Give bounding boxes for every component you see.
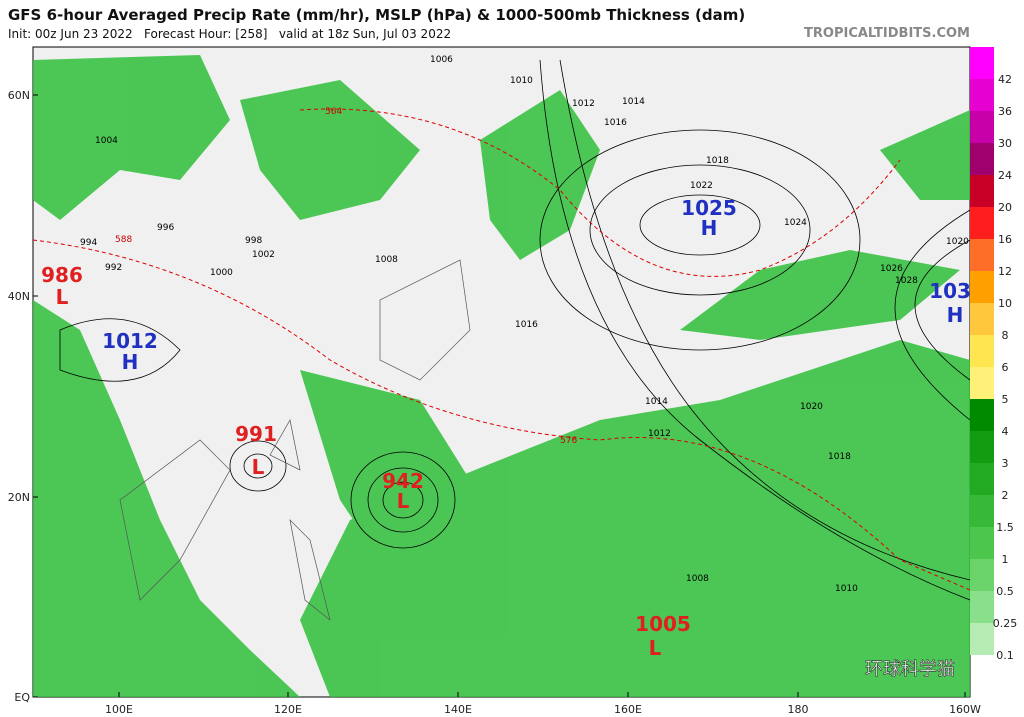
contour-label: 1014 (622, 97, 645, 107)
colorbar-label: 0.5 (996, 585, 1014, 598)
colorbar-swatch (970, 399, 994, 431)
colorbar-label: 1.5 (996, 521, 1014, 534)
contour-label: 1020 (800, 402, 823, 412)
thickness-label: 564 (325, 107, 342, 117)
colorbar-swatch (970, 495, 994, 527)
contour-label: 996 (157, 223, 174, 233)
colorbar-label: 10 (998, 297, 1012, 310)
lon-label: 160W (949, 703, 981, 716)
colorbar-label: 24 (998, 169, 1012, 182)
colorbar-swatch (970, 463, 994, 495)
colorbar-label: 42 (998, 73, 1012, 86)
contour-label: 1008 (686, 574, 709, 584)
lat-label: 60N (8, 89, 30, 102)
thickness-label: 576 (560, 436, 577, 446)
lat-label: EQ (14, 691, 30, 704)
colorbar-label: 12 (998, 265, 1012, 278)
contour-label: 1010 (510, 76, 533, 86)
lon-label: 160E (614, 703, 642, 716)
colorbar-label: 8 (1002, 329, 1009, 342)
colorbar-swatch (970, 367, 994, 399)
contour-label: 1018 (706, 156, 729, 166)
center-value: 1005 (635, 612, 691, 636)
colorbar-swatch (970, 79, 994, 111)
contour-label: 1016 (515, 320, 538, 330)
colorbar-swatch (970, 431, 994, 463)
colorbar-swatch (970, 111, 994, 143)
site: TROPICALTIDBITS.COM (804, 26, 970, 41)
colorbar: 42 36 30 24 20 16 12 10 8 6 5 4 3 2 1.5 1 0.5 0.25 0.1 (970, 47, 1017, 662)
lon-label: 120E (274, 703, 302, 716)
center-value: 942 (382, 469, 424, 493)
center-letter: H (701, 216, 718, 240)
colorbar-swatch (970, 335, 994, 367)
center-letter: H (947, 303, 964, 327)
center-letter: L (397, 489, 410, 513)
colorbar-label: 30 (998, 137, 1012, 150)
contour-label: 1018 (828, 452, 851, 462)
colorbar-label: 1 (1002, 553, 1009, 566)
title: GFS 6-hour Averaged Precip Rate (mm/hr),… (8, 6, 745, 24)
lon-label: 140E (444, 703, 472, 716)
thickness-label: 588 (115, 235, 132, 245)
colorbar-label: 16 (998, 233, 1012, 246)
center-letter: L (649, 636, 662, 660)
contour-label: 1000 (210, 268, 233, 278)
colorbar-label: 36 (998, 105, 1012, 118)
colorbar-swatch (970, 271, 994, 303)
colorbar-swatch (970, 47, 994, 79)
contour-label: 1020 (946, 237, 969, 247)
contour-label: 1008 (375, 255, 398, 265)
colorbar-swatch (970, 239, 994, 271)
contour-label: 1014 (645, 397, 668, 407)
colorbar-label: 20 (998, 201, 1012, 214)
colorbar-swatch (970, 303, 994, 335)
subtitle: Init: 00z Jun 23 2022 Forecast Hour: [25… (8, 27, 451, 41)
watermark: 环球科学猫 (865, 659, 955, 680)
contour-label: 998 (245, 236, 262, 246)
center-letter: H (122, 350, 139, 374)
colorbar-swatch (970, 175, 994, 207)
colorbar-label: 0.1 (996, 649, 1014, 662)
contour-label: 1006 (430, 55, 453, 65)
contour-label: 1012 (572, 99, 595, 109)
contour-label: 1004 (95, 136, 118, 146)
lat-label: 40N (8, 290, 30, 303)
contour-label: 1012 (648, 429, 671, 439)
colorbar-label: 3 (1002, 457, 1009, 470)
lon-label: 180 (788, 703, 809, 716)
colorbar-label: 4 (1002, 425, 1009, 438)
center-value: 991 (235, 422, 277, 446)
lon-label: 100E (105, 703, 133, 716)
colorbar-swatch (970, 527, 994, 559)
center-letter: L (252, 455, 265, 479)
colorbar-label: 6 (1002, 361, 1009, 374)
contour-label: 992 (105, 263, 122, 273)
colorbar-swatch (970, 591, 994, 623)
lat-label: 20N (8, 491, 30, 504)
colorbar-label: 0.25 (993, 617, 1018, 630)
colorbar-swatch (970, 559, 994, 591)
colorbar-swatch (970, 143, 994, 175)
colorbar-swatch (970, 207, 994, 239)
colorbar-label: 5 (1002, 393, 1009, 406)
contour-label: 1022 (690, 181, 713, 191)
contour-label: 1016 (604, 118, 627, 128)
center-letter: L (56, 285, 69, 309)
center-value: 1012 (102, 329, 158, 353)
contour-label: 1010 (835, 584, 858, 594)
contour-label: 1028 (895, 276, 918, 286)
contour-label: 1026 (880, 264, 903, 274)
center-value: 986 (41, 263, 83, 287)
contour-label: 994 (80, 238, 97, 248)
contour-label: 1024 (784, 218, 807, 228)
colorbar-label: 2 (1002, 489, 1009, 502)
colorbar-swatch (970, 623, 994, 655)
center-value: 1025 (681, 196, 737, 220)
contour-label: 1002 (252, 250, 275, 260)
